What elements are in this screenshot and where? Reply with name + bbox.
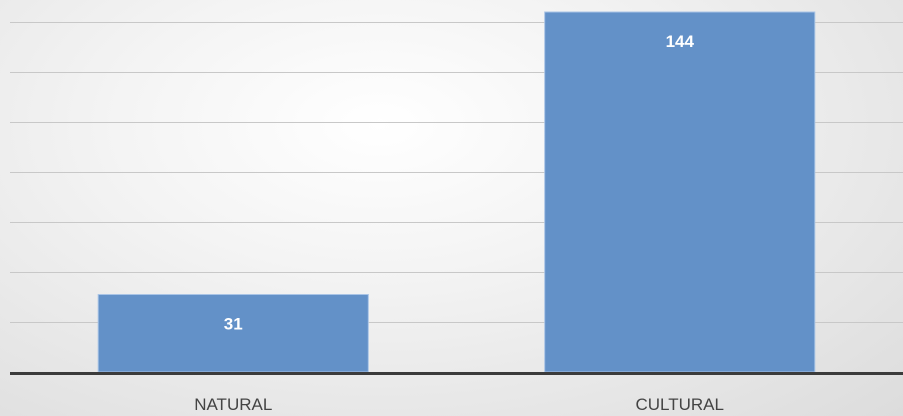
data-label-natural: 31 — [224, 315, 243, 334]
x-tick-label-cultural: CULTURAL — [636, 395, 724, 414]
bar-cultural — [544, 11, 816, 373]
bars: 31 144 — [97, 11, 816, 373]
x-tick-label-natural: NATURAL — [194, 395, 272, 414]
data-label-cultural: 144 — [666, 32, 695, 51]
x-tick-labels: NATURAL CULTURAL — [194, 395, 724, 414]
gridlines — [10, 22, 903, 323]
